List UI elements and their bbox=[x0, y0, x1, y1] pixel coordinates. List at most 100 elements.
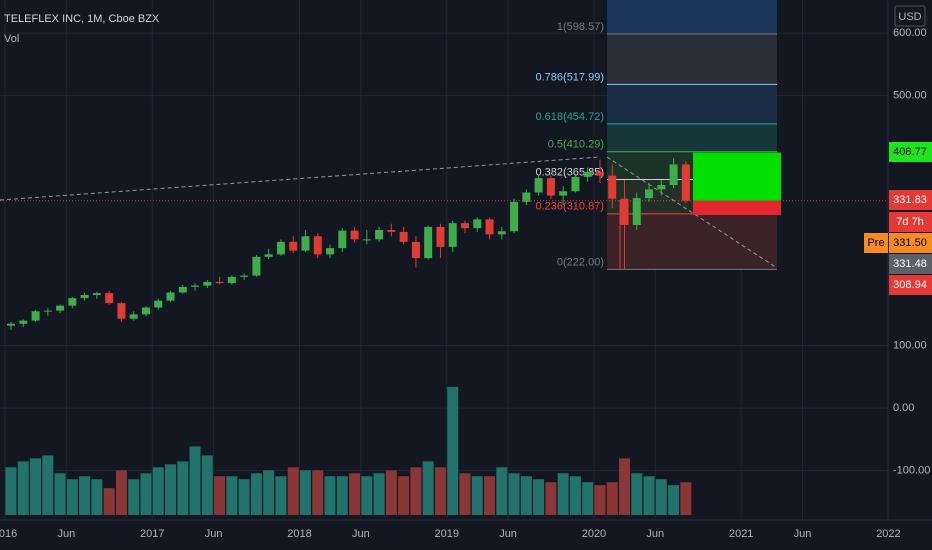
candle-body bbox=[546, 178, 555, 196]
candle-body bbox=[80, 295, 89, 299]
volume-bar bbox=[336, 476, 348, 515]
trend-line[interactable] bbox=[0, 156, 601, 201]
volume-bar bbox=[226, 476, 238, 515]
volume-bar bbox=[312, 470, 324, 515]
candle-body bbox=[559, 191, 568, 196]
fib-label: 0.382(365.85) bbox=[536, 166, 605, 178]
volume-bar bbox=[471, 476, 483, 515]
volume-bar bbox=[115, 470, 127, 515]
candle-body bbox=[129, 314, 138, 319]
candle-body bbox=[276, 241, 285, 255]
volume-bar bbox=[422, 461, 434, 515]
volume-bar bbox=[250, 473, 262, 515]
volume-bar bbox=[177, 461, 189, 515]
volume bbox=[5, 386, 692, 515]
volume-bar bbox=[91, 479, 103, 515]
currency[interactable]: USD bbox=[898, 11, 921, 23]
volume-bar bbox=[557, 473, 569, 515]
long-position[interactable] bbox=[693, 152, 781, 216]
volume-bar bbox=[42, 455, 54, 515]
volume-bar bbox=[520, 476, 532, 515]
fib-label: 0.5(410.29) bbox=[548, 139, 604, 151]
volume-bar bbox=[655, 479, 667, 515]
x-tick-label: Jun bbox=[57, 528, 75, 540]
candle-body bbox=[350, 230, 359, 240]
candle-body bbox=[264, 254, 273, 257]
candle-body bbox=[289, 241, 298, 251]
x-tick-label: Jun bbox=[794, 528, 812, 540]
x-tick-label: 2020 bbox=[582, 528, 606, 540]
candle-body bbox=[645, 189, 654, 199]
indicator-label[interactable]: Vol bbox=[4, 33, 19, 45]
volume-bar bbox=[140, 473, 152, 515]
candle-body bbox=[473, 219, 482, 229]
candle-body bbox=[522, 192, 531, 202]
price-tag-label: 331.50 bbox=[893, 237, 927, 249]
candle-body bbox=[191, 285, 200, 287]
candle-body bbox=[497, 231, 506, 235]
price-tag-label: 308.94 bbox=[893, 279, 927, 291]
volume-bar bbox=[569, 476, 581, 515]
candle-body bbox=[43, 310, 52, 312]
candle-body bbox=[411, 241, 420, 259]
fib-extension-band bbox=[607, 0, 777, 35]
volume-bar bbox=[152, 467, 164, 515]
candle-body bbox=[362, 239, 371, 241]
price-tag: 331.50 Pre bbox=[864, 233, 932, 253]
candle-body bbox=[669, 164, 678, 185]
fib-label: 0.618(454.72) bbox=[536, 111, 605, 123]
price-tag-label: 331.83 bbox=[893, 194, 927, 206]
candle-body bbox=[338, 230, 347, 249]
y-tick-label: 600.00 bbox=[893, 27, 927, 39]
candle-body bbox=[92, 293, 101, 295]
candle-body bbox=[657, 185, 666, 190]
candle-body bbox=[387, 230, 396, 232]
candle-body bbox=[166, 292, 175, 301]
volume-bar bbox=[447, 386, 459, 515]
candle-body bbox=[583, 171, 592, 177]
volume-bar bbox=[680, 482, 692, 515]
candle-body bbox=[436, 226, 445, 247]
price-tag: 308.94 bbox=[889, 275, 932, 295]
volume-bar bbox=[385, 470, 397, 515]
candle-body bbox=[326, 248, 335, 255]
fib-trend-line[interactable] bbox=[606, 156, 778, 269]
price-tag: 331.83 bbox=[889, 190, 932, 210]
x-tick-label: 2017 bbox=[140, 528, 164, 540]
price-tag-prefix: Pre bbox=[867, 237, 884, 249]
volume-bar bbox=[5, 467, 17, 515]
stop-zone bbox=[693, 200, 781, 216]
volume-bar bbox=[398, 476, 410, 515]
fib-label: 1(598.57) bbox=[557, 21, 604, 33]
x-tick-label: 2018 bbox=[287, 528, 311, 540]
candle-body bbox=[215, 281, 224, 284]
candle-body bbox=[620, 198, 629, 225]
profit-zone bbox=[693, 152, 781, 201]
volume-bar bbox=[287, 467, 299, 515]
volume-bar bbox=[631, 473, 643, 515]
candle-body bbox=[448, 223, 457, 247]
volume-bar bbox=[410, 467, 422, 515]
fib-band bbox=[607, 84, 777, 124]
price-tag-bg bbox=[889, 233, 932, 253]
x-tick-label: Jun bbox=[646, 528, 664, 540]
candle-body bbox=[117, 303, 126, 319]
candle-body bbox=[154, 300, 163, 308]
candle-body bbox=[571, 176, 580, 192]
candle-body bbox=[399, 231, 408, 242]
candle-body bbox=[178, 286, 187, 293]
currency-box[interactable] bbox=[894, 5, 926, 27]
symbol-title[interactable]: TELEFLEX INC, 1M, Cboe BZX bbox=[4, 13, 160, 25]
y-tick-label: 0.00 bbox=[893, 402, 914, 414]
volume-bar bbox=[275, 476, 287, 515]
price-tag-label: 7d 7h bbox=[896, 216, 924, 228]
candle-body bbox=[7, 323, 15, 326]
candle-body bbox=[632, 198, 641, 225]
volume-bar bbox=[606, 482, 618, 515]
candle-body bbox=[595, 171, 604, 176]
volume-bar bbox=[263, 470, 275, 515]
price-tag-label: 408.77 bbox=[893, 146, 927, 158]
volume-bar bbox=[484, 476, 496, 515]
